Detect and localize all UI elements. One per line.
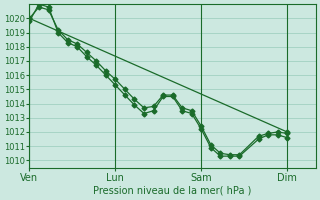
X-axis label: Pression niveau de la mer( hPa ): Pression niveau de la mer( hPa ) [93,186,252,196]
